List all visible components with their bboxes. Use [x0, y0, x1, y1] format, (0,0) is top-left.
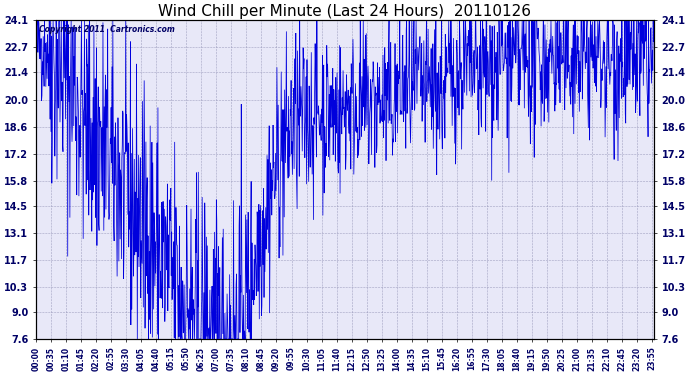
Text: Copyright 2011  Cartronics.com: Copyright 2011 Cartronics.com: [39, 25, 175, 34]
Title: Wind Chill per Minute (Last 24 Hours)  20110126: Wind Chill per Minute (Last 24 Hours) 20…: [159, 4, 531, 19]
